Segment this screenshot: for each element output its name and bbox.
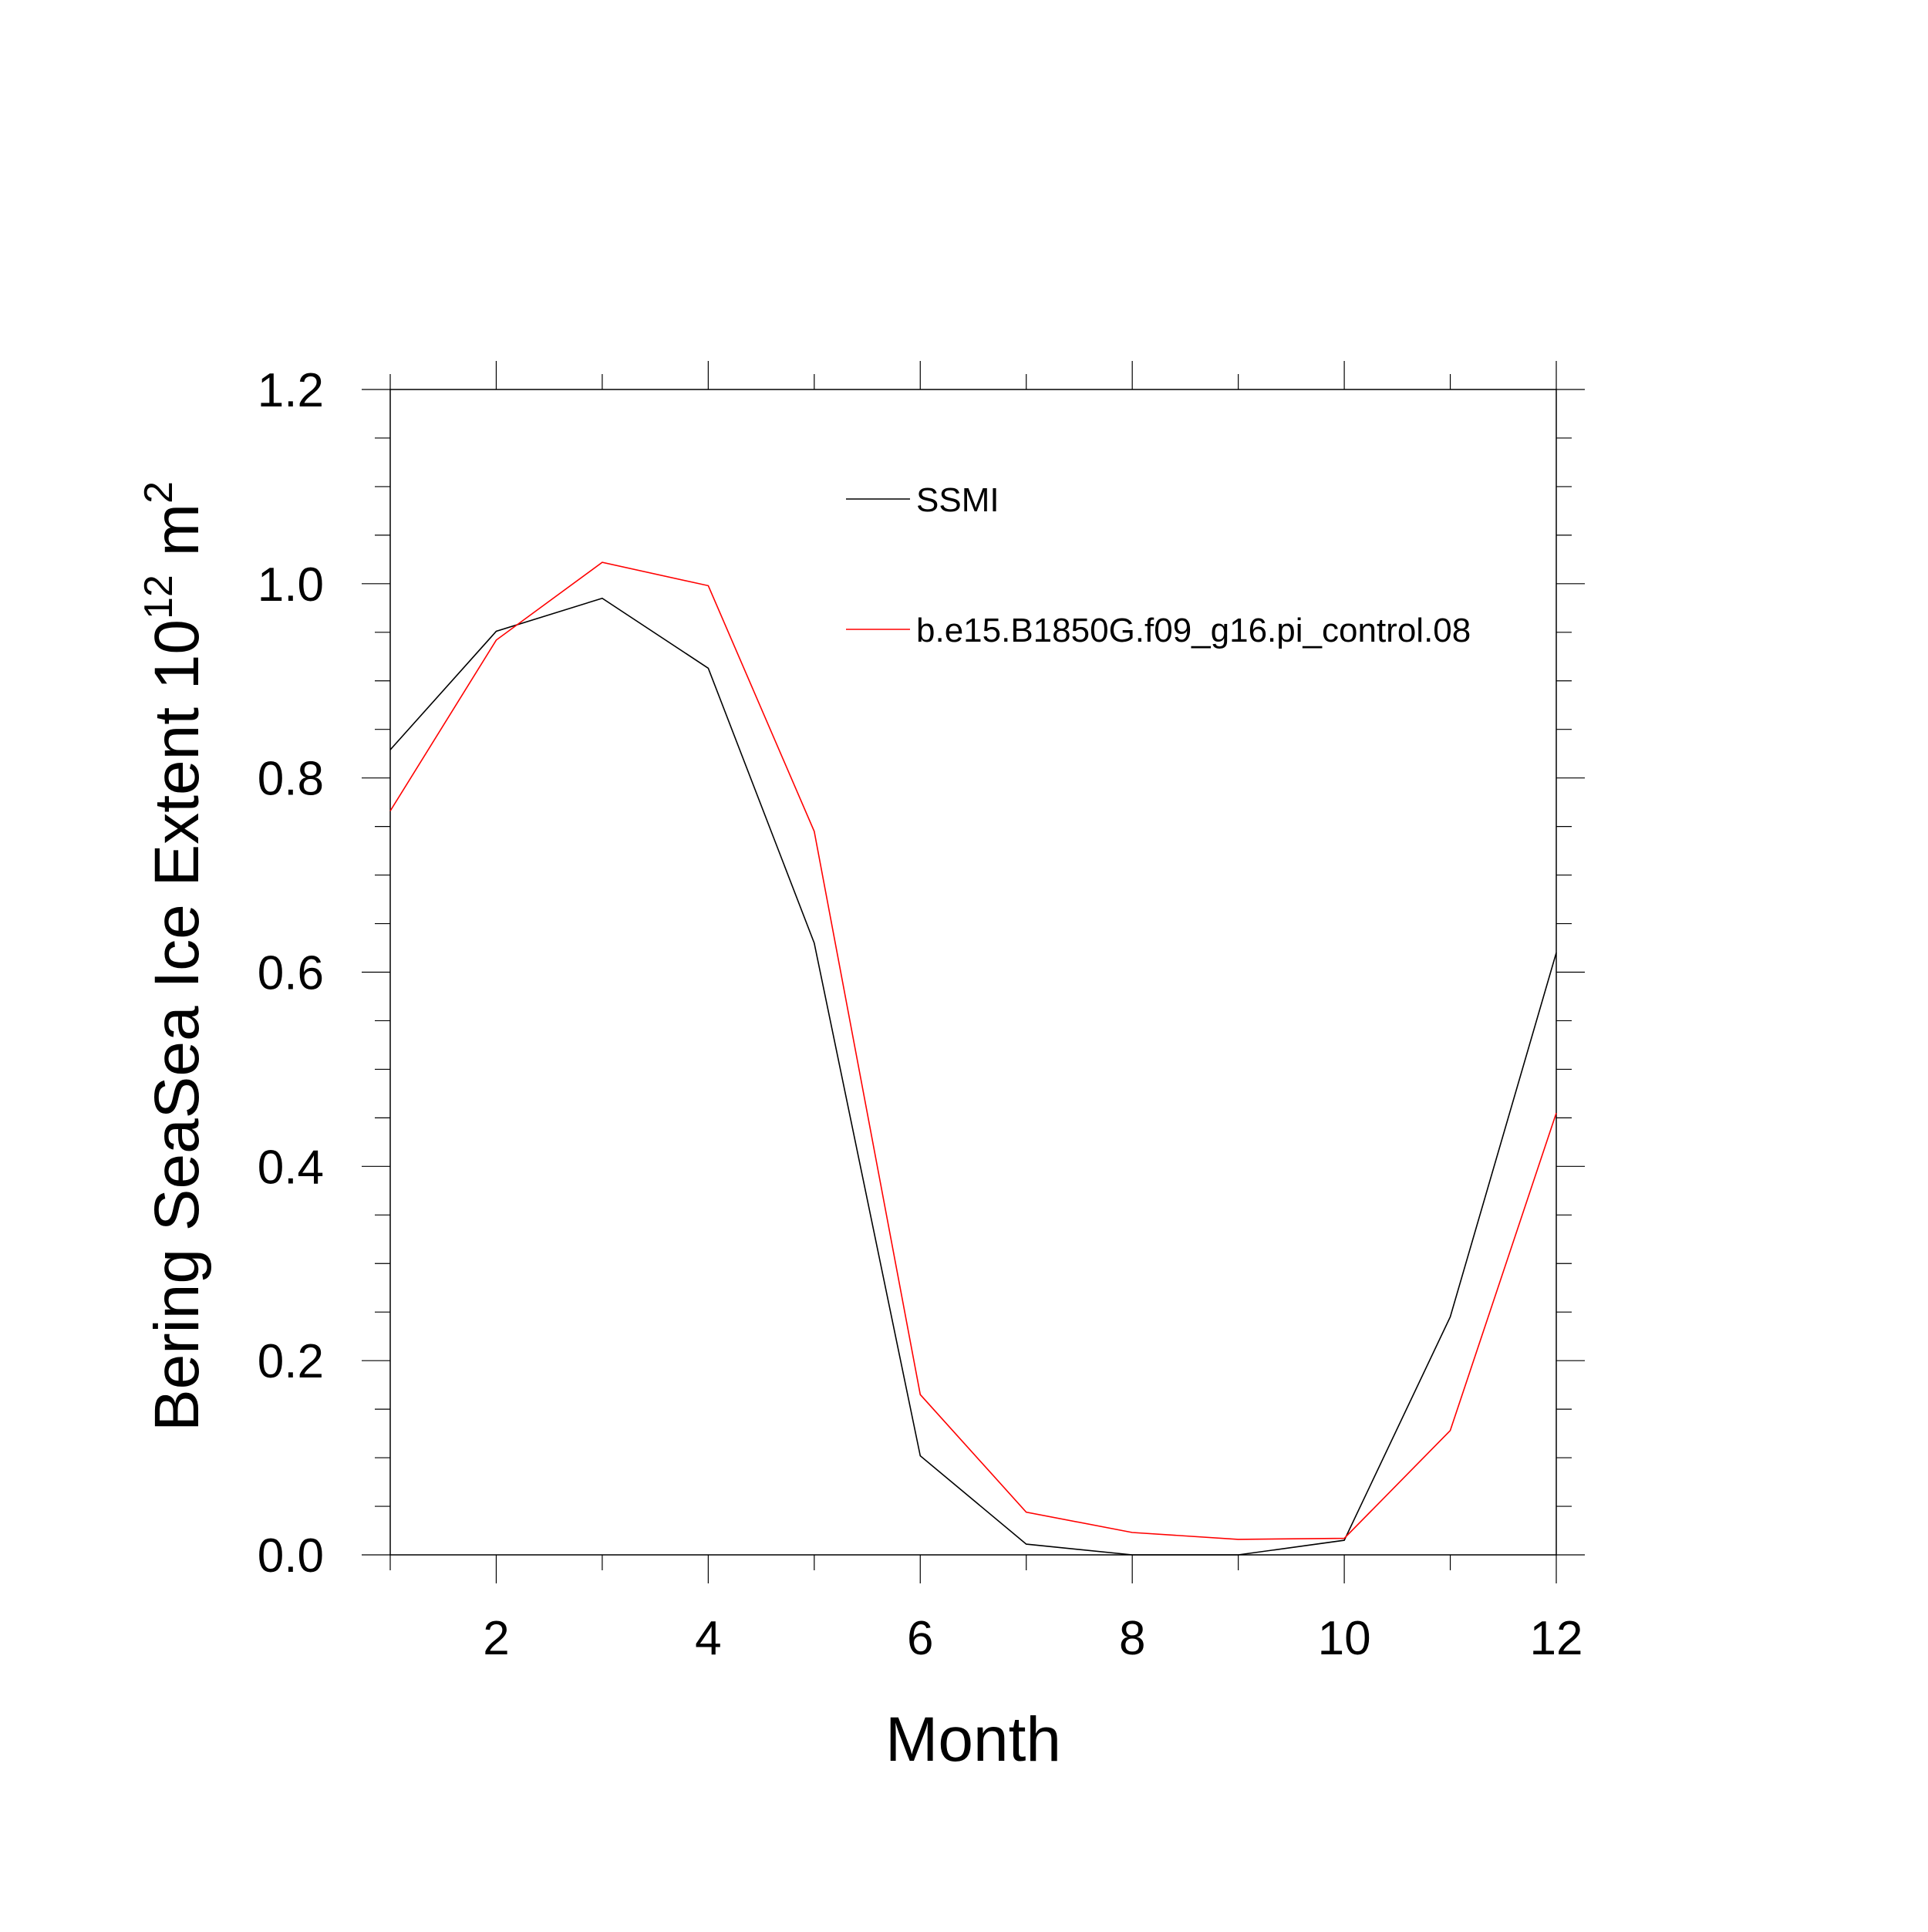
y-axis-title-unit-exponent: 2 xyxy=(137,481,181,504)
y-tick-labels: 0.0 0.2 0.4 0.6 0.8 1.0 1.2 xyxy=(258,364,324,1583)
y-tick-label: 1.2 xyxy=(258,364,324,417)
x-tick-label: 6 xyxy=(907,1612,933,1665)
y-tick-label: 0.8 xyxy=(258,753,324,806)
y-tick-label: 0.0 xyxy=(258,1529,324,1583)
y-tick-label: 0.4 xyxy=(258,1141,324,1194)
x-tick-label: 10 xyxy=(1318,1612,1371,1665)
legend-label-ssmi: SSMI xyxy=(916,481,999,519)
tick-marks xyxy=(362,361,1585,1583)
series-line-ssmi xyxy=(389,597,1557,1556)
x-axis-title: Month xyxy=(885,1704,1061,1775)
x-tick-labels: 2 4 6 8 10 12 xyxy=(483,1612,1583,1665)
series-lines xyxy=(389,561,1557,1556)
legend-label-model: b.e15.B1850G.f09_g16.pi_control.08 xyxy=(916,612,1471,649)
y-axis-title: Bering SeaSea Ice Extent 1012 m2 xyxy=(137,481,212,1431)
y-tick-label: 0.6 xyxy=(258,947,324,1000)
plot-frame xyxy=(389,389,1557,1556)
y-tick-label: 0.2 xyxy=(258,1335,324,1388)
legend: SSMI b.e15.B1850G.f09_g16.pi_control.08 xyxy=(846,481,1471,649)
y-axis-title-unit: m xyxy=(142,504,212,556)
x-tick-label: 4 xyxy=(695,1612,721,1665)
y-tick-label: 1.0 xyxy=(258,558,324,612)
y-axis-title-exponent: 12 xyxy=(137,575,181,619)
x-tick-label: 2 xyxy=(483,1612,509,1665)
x-tick-label: 12 xyxy=(1530,1612,1583,1665)
y-axis-title-main: Bering SeaSea Ice Extent 10 xyxy=(142,619,212,1431)
x-tick-label: 8 xyxy=(1119,1612,1145,1665)
series-line-model xyxy=(389,561,1557,1540)
